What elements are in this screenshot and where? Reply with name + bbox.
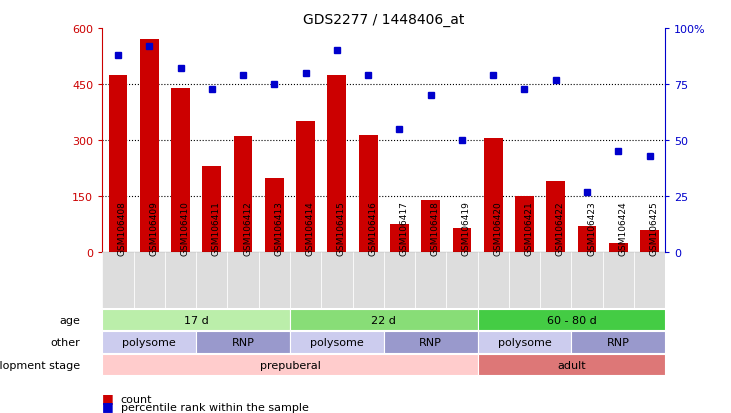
Text: count: count xyxy=(121,394,152,404)
Bar xyxy=(327,76,346,253)
Bar xyxy=(577,227,596,253)
Bar xyxy=(484,139,503,253)
Bar xyxy=(102,309,290,331)
Bar xyxy=(640,230,659,253)
Text: age: age xyxy=(59,315,80,325)
Text: GSM106413: GSM106413 xyxy=(274,201,284,256)
Bar xyxy=(134,253,165,309)
Text: GSM106422: GSM106422 xyxy=(556,201,565,256)
Bar xyxy=(477,253,509,309)
Text: RNP: RNP xyxy=(420,337,442,347)
Bar xyxy=(634,253,665,309)
Text: GSM106408: GSM106408 xyxy=(118,201,127,256)
Bar xyxy=(359,135,377,253)
Text: other: other xyxy=(50,337,80,347)
Bar xyxy=(352,253,384,309)
Bar xyxy=(102,253,134,309)
Bar xyxy=(602,253,634,309)
Bar xyxy=(171,89,190,253)
Bar xyxy=(384,332,477,353)
Bar xyxy=(477,354,665,375)
Bar xyxy=(296,122,315,253)
Bar xyxy=(227,253,259,309)
Bar xyxy=(515,197,534,253)
Bar xyxy=(477,332,572,353)
Text: GSM106412: GSM106412 xyxy=(243,201,252,256)
Bar xyxy=(421,200,440,253)
Text: percentile rank within the sample: percentile rank within the sample xyxy=(121,402,308,412)
Text: adult: adult xyxy=(557,360,586,370)
Text: 60 - 80 d: 60 - 80 d xyxy=(547,315,596,325)
Bar xyxy=(384,253,415,309)
Bar xyxy=(265,178,284,253)
Bar xyxy=(477,309,665,331)
Text: RNP: RNP xyxy=(232,337,254,347)
Text: 17 d: 17 d xyxy=(183,315,208,325)
Bar xyxy=(572,332,665,353)
Bar xyxy=(290,253,321,309)
Text: GSM106414: GSM106414 xyxy=(306,201,314,256)
Bar xyxy=(290,332,384,353)
Text: GSM106416: GSM106416 xyxy=(368,201,377,256)
Title: GDS2277 / 1448406_at: GDS2277 / 1448406_at xyxy=(303,12,464,26)
Text: GSM106424: GSM106424 xyxy=(618,201,627,256)
Bar xyxy=(415,253,447,309)
Bar xyxy=(102,332,196,353)
Text: GSM106417: GSM106417 xyxy=(399,201,409,256)
Text: RNP: RNP xyxy=(607,337,629,347)
Text: prepuberal: prepuberal xyxy=(260,360,320,370)
Text: GSM106420: GSM106420 xyxy=(493,201,502,256)
Bar xyxy=(140,40,159,253)
Bar xyxy=(609,243,628,253)
Text: polysome: polysome xyxy=(498,337,551,347)
Text: GSM106409: GSM106409 xyxy=(149,201,158,256)
Text: GSM106418: GSM106418 xyxy=(431,201,439,256)
Text: polysome: polysome xyxy=(310,337,364,347)
Text: GSM106410: GSM106410 xyxy=(181,201,189,256)
Text: GSM106423: GSM106423 xyxy=(587,201,596,256)
Text: GSM106425: GSM106425 xyxy=(650,201,659,256)
Bar xyxy=(290,309,477,331)
Text: ■: ■ xyxy=(102,391,114,404)
Bar xyxy=(452,228,471,253)
Bar xyxy=(165,253,196,309)
Bar xyxy=(109,76,127,253)
Bar xyxy=(196,332,290,353)
Text: development stage: development stage xyxy=(0,360,80,370)
Text: GSM106415: GSM106415 xyxy=(337,201,346,256)
Bar xyxy=(546,182,565,253)
Bar xyxy=(259,253,290,309)
Bar xyxy=(102,354,477,375)
Bar xyxy=(321,253,352,309)
Text: GSM106411: GSM106411 xyxy=(212,201,221,256)
Text: polysome: polysome xyxy=(122,337,176,347)
Bar xyxy=(202,167,221,253)
Text: GSM106419: GSM106419 xyxy=(462,201,471,256)
Bar xyxy=(234,137,252,253)
Text: GSM106421: GSM106421 xyxy=(524,201,534,256)
Bar xyxy=(447,253,477,309)
Bar xyxy=(390,225,409,253)
Bar xyxy=(509,253,540,309)
Text: ■: ■ xyxy=(102,399,114,412)
Bar xyxy=(572,253,602,309)
Bar xyxy=(540,253,572,309)
Bar xyxy=(196,253,227,309)
Text: 22 d: 22 d xyxy=(371,315,396,325)
